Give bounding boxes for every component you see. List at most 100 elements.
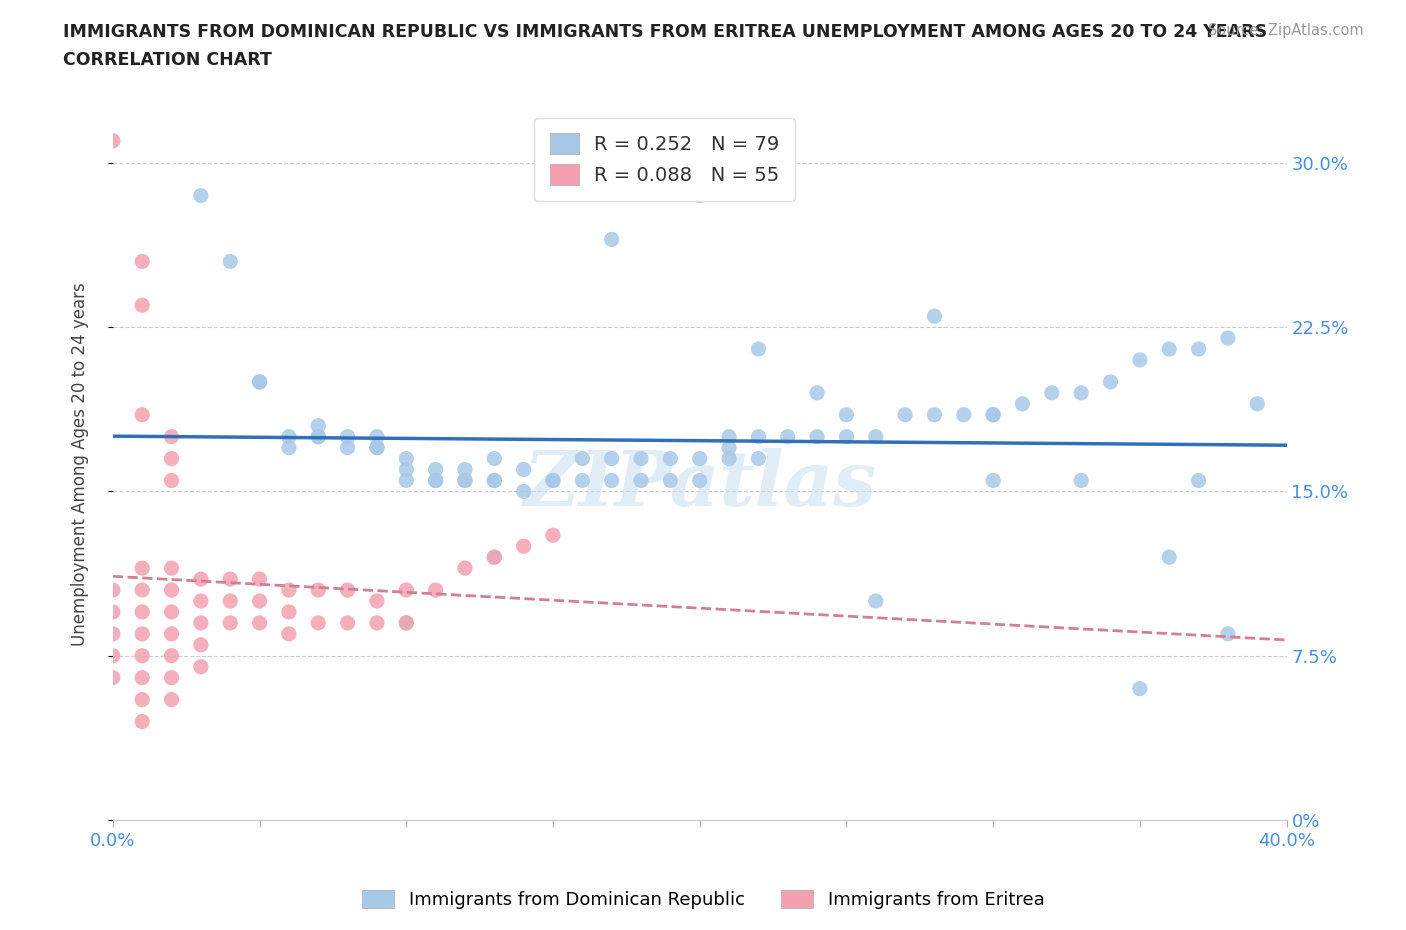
Point <box>395 582 418 597</box>
Point <box>307 430 329 445</box>
Point <box>336 616 359 631</box>
Point <box>1216 627 1239 642</box>
Point <box>425 473 447 488</box>
Point <box>1129 352 1152 367</box>
Text: Source: ZipAtlas.com: Source: ZipAtlas.com <box>1208 23 1364 38</box>
Point <box>865 430 887 445</box>
Point <box>835 430 858 445</box>
Point <box>659 473 682 488</box>
Point <box>454 561 477 576</box>
Point <box>160 604 183 619</box>
Point <box>541 473 564 488</box>
Point <box>454 462 477 477</box>
Point <box>219 572 242 587</box>
Point <box>484 451 506 466</box>
Point <box>190 593 212 608</box>
Point <box>101 648 124 663</box>
Point <box>425 473 447 488</box>
Point <box>600 473 623 488</box>
Point <box>425 582 447 597</box>
Point <box>454 473 477 488</box>
Point <box>131 407 153 422</box>
Point <box>131 627 153 642</box>
Point <box>131 604 153 619</box>
Point <box>425 462 447 477</box>
Text: CORRELATION CHART: CORRELATION CHART <box>63 51 273 69</box>
Point <box>894 407 917 422</box>
Point <box>219 254 242 269</box>
Point <box>1129 681 1152 696</box>
Point <box>160 430 183 445</box>
Point <box>484 473 506 488</box>
Point <box>718 430 741 445</box>
Point <box>366 440 388 455</box>
Point <box>630 473 652 488</box>
Point <box>131 254 153 269</box>
Point <box>981 473 1004 488</box>
Y-axis label: Unemployment Among Ages 20 to 24 years: Unemployment Among Ages 20 to 24 years <box>72 282 89 646</box>
Point <box>484 473 506 488</box>
Legend: Immigrants from Dominican Republic, Immigrants from Eritrea: Immigrants from Dominican Republic, Immi… <box>354 883 1052 916</box>
Point <box>131 561 153 576</box>
Point <box>336 440 359 455</box>
Point <box>366 616 388 631</box>
Point <box>600 232 623 246</box>
Point <box>277 627 299 642</box>
Point <box>865 593 887 608</box>
Point <box>395 616 418 631</box>
Point <box>307 430 329 445</box>
Point <box>484 550 506 565</box>
Point <box>249 375 271 390</box>
Point <box>131 692 153 707</box>
Point <box>131 671 153 685</box>
Point <box>776 430 799 445</box>
Point <box>1216 331 1239 346</box>
Point <box>395 616 418 631</box>
Point <box>190 659 212 674</box>
Point <box>277 604 299 619</box>
Point <box>131 648 153 663</box>
Point <box>659 451 682 466</box>
Point <box>454 473 477 488</box>
Legend: R = 0.252   N = 79, R = 0.088   N = 55: R = 0.252 N = 79, R = 0.088 N = 55 <box>534 118 794 201</box>
Point <box>249 616 271 631</box>
Point <box>160 451 183 466</box>
Point <box>747 341 769 356</box>
Point <box>1099 375 1122 390</box>
Point <box>1159 550 1181 565</box>
Point <box>249 593 271 608</box>
Point <box>219 616 242 631</box>
Point <box>336 430 359 445</box>
Point <box>190 637 212 652</box>
Point <box>689 473 711 488</box>
Point <box>1187 473 1209 488</box>
Point <box>160 582 183 597</box>
Point <box>981 407 1004 422</box>
Point <box>1070 473 1092 488</box>
Point <box>952 407 974 422</box>
Point <box>924 309 946 324</box>
Point <box>1040 385 1063 400</box>
Point <box>1159 341 1181 356</box>
Point <box>131 582 153 597</box>
Point <box>484 550 506 565</box>
Point <box>395 462 418 477</box>
Point <box>1011 396 1033 411</box>
Point <box>307 616 329 631</box>
Point <box>571 451 593 466</box>
Point <box>366 440 388 455</box>
Point <box>981 407 1004 422</box>
Point <box>835 407 858 422</box>
Point <box>249 375 271 390</box>
Point <box>600 451 623 466</box>
Point <box>277 440 299 455</box>
Point <box>512 538 534 553</box>
Point <box>190 188 212 203</box>
Point <box>160 692 183 707</box>
Point <box>277 430 299 445</box>
Point <box>924 407 946 422</box>
Point <box>160 627 183 642</box>
Point <box>512 484 534 498</box>
Point <box>101 604 124 619</box>
Point <box>160 473 183 488</box>
